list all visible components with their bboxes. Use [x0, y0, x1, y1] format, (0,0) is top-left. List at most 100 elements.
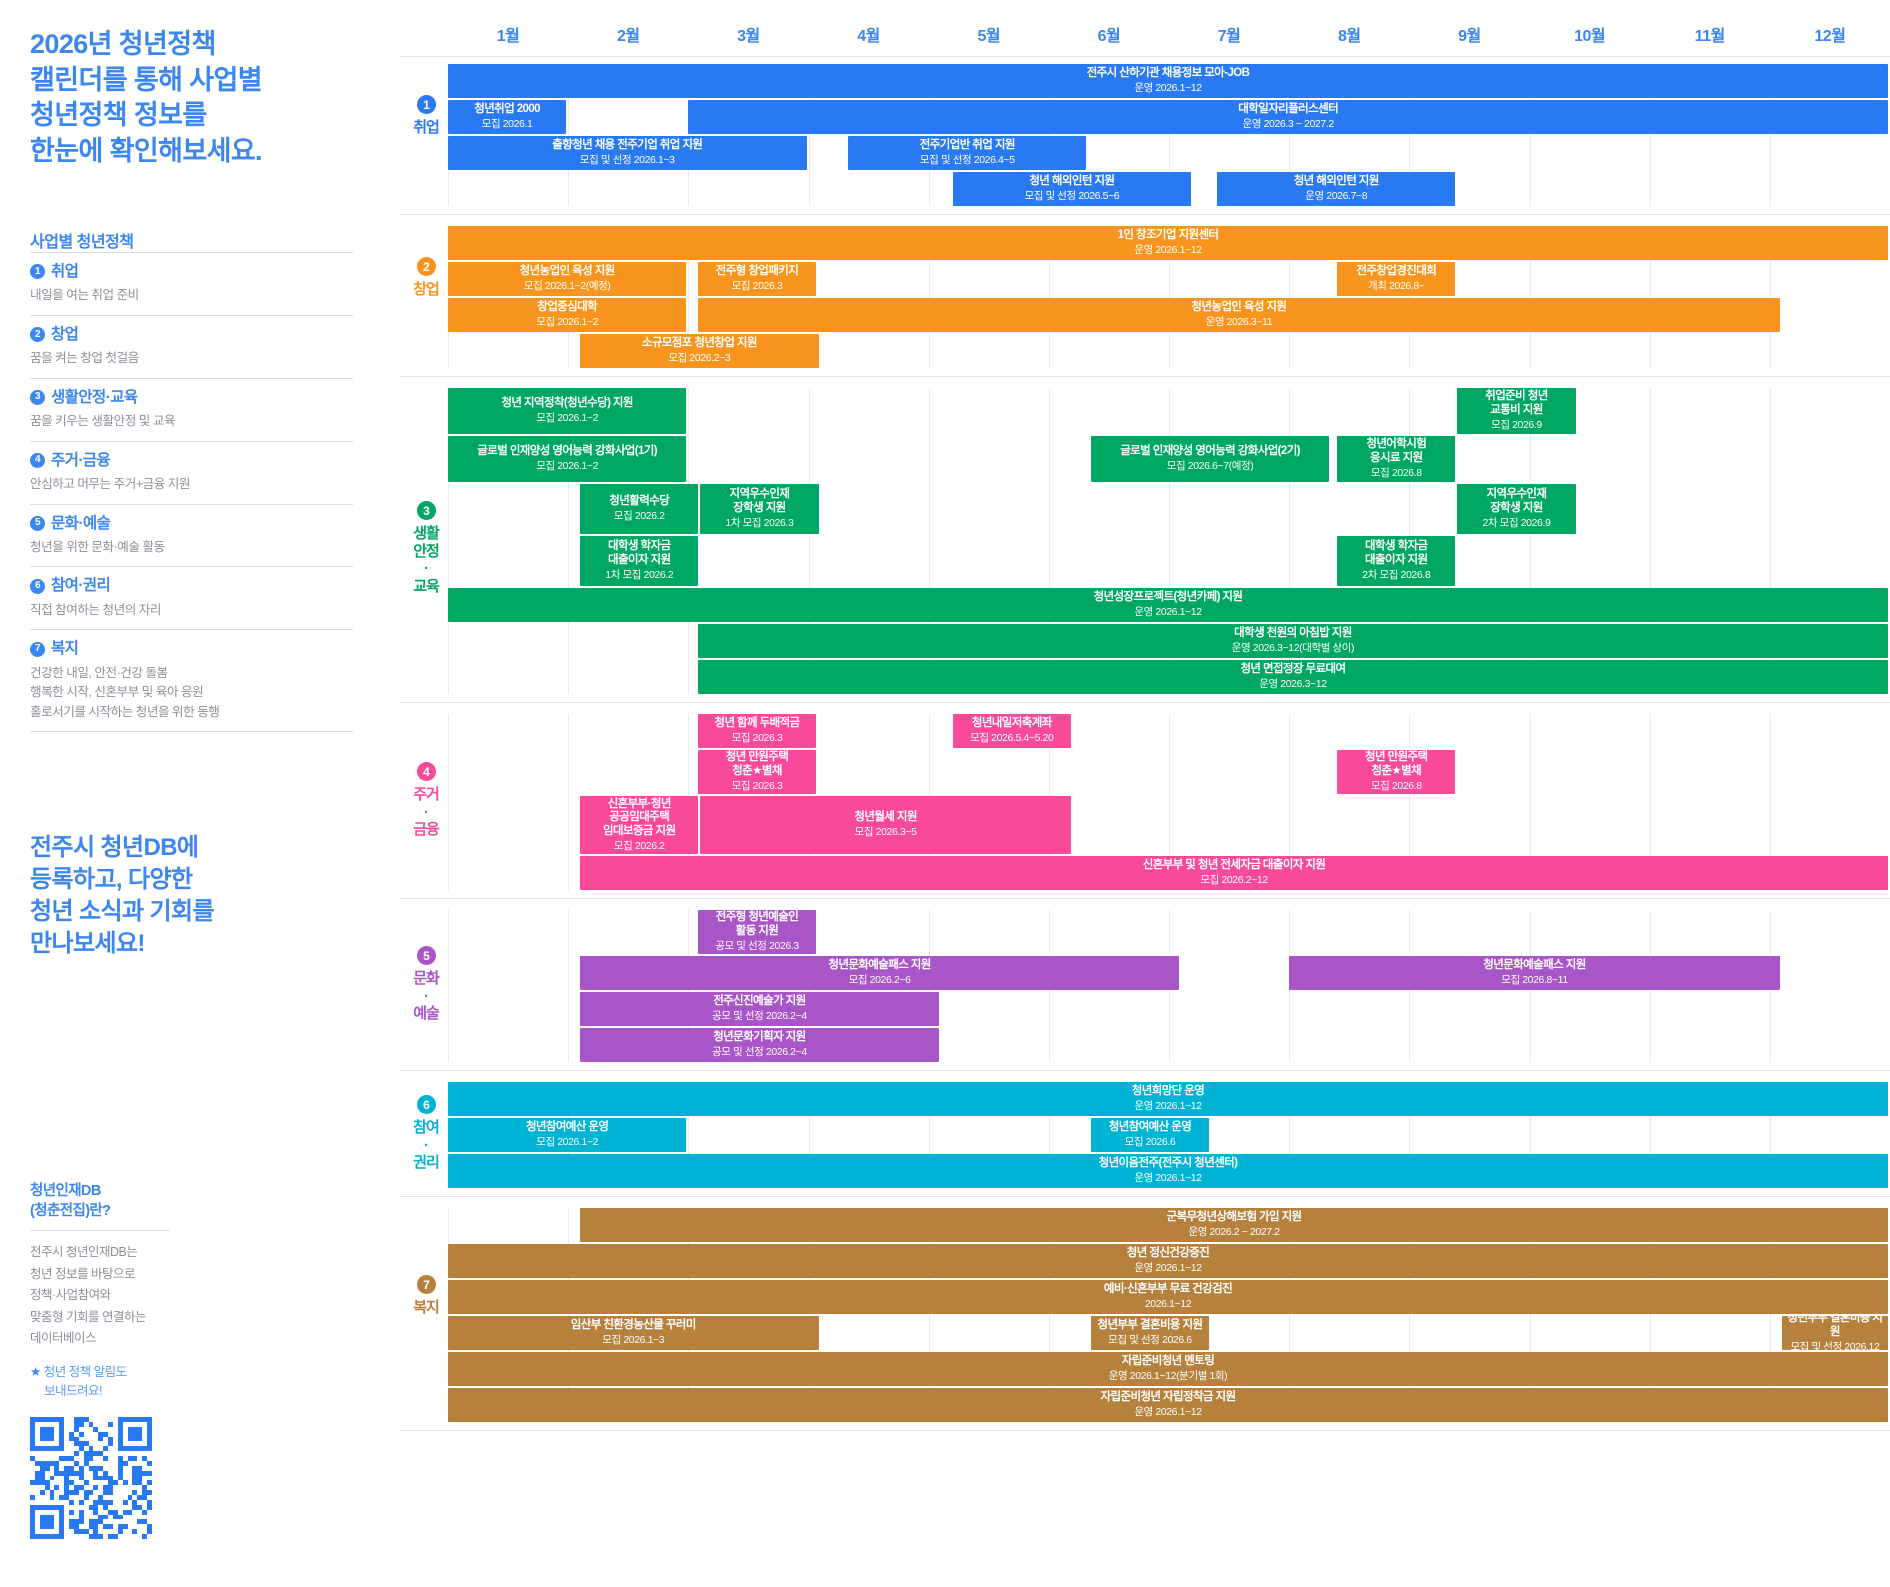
gantt-bar[interactable]: 취업준비 청년 교통비 지원 모집 2026.9	[1457, 388, 1576, 434]
gantt-bar[interactable]: 청년성장프로젝트(청년카페) 지원 운영 2026.1~12	[448, 588, 1888, 622]
gantt-bar[interactable]: 글로벌 인재양성 영어능력 강화사업(1기) 모집 2026.1~2	[448, 436, 687, 482]
qr-cell	[44, 1504, 50, 1510]
qr-cell	[69, 1480, 74, 1486]
gantt-bar-title: 청년희망단 운영	[1131, 1085, 1205, 1098]
qr-cell	[93, 1470, 99, 1476]
gantt-bar[interactable]: 청년어학시험 응시료 지원 모집 2026.8	[1337, 436, 1456, 482]
gantt-bar[interactable]: 청년 해외인턴 지원 운영 2026.7~8	[1217, 172, 1456, 206]
gantt-bar[interactable]: 전주시 산하기관 채용정보 모아-JOB 운영 2026.1~12	[448, 64, 1888, 98]
gantt-bar[interactable]: 전주창업경진대회 개최 2026.8~	[1337, 262, 1456, 296]
qr-cell	[108, 1436, 113, 1442]
gantt-bar[interactable]: 청년희망단 운영 운영 2026.1~12	[448, 1082, 1888, 1116]
gantt-bar[interactable]: 청년이음전주(전주시 청년센터) 운영 2026.1~12	[448, 1154, 1888, 1188]
gantt-bar-title: 청년문화예술패스 지원	[828, 959, 931, 972]
gantt-bar[interactable]: 청년농업인 육성 지원 모집 2026.1~2(예정)	[448, 262, 687, 296]
gantt-bar[interactable]: 전주형 청년예술인 활동 지원 공모 및 선정 2026.3	[697, 910, 817, 954]
qr-cell	[64, 1495, 70, 1500]
gantt-bar[interactable]: 예비·신혼부부 무료 건강검진 2026.1~12	[448, 1280, 1888, 1314]
qr-cell	[147, 1431, 152, 1437]
gantt-bar-title: 자립준비청년 자립정착금 지원	[1100, 1391, 1237, 1404]
gantt-bar[interactable]: 청년부부 결혼비용 지원 모집 및 선정 2026.12	[1781, 1316, 1888, 1350]
gantt-bar[interactable]: 신혼부부·청년 공공임대주택 임대보증금 지원 모집 2026.2	[580, 796, 699, 854]
gantt-bar[interactable]: 청년부부 결혼비용 지원 모집 및 선정 2026.6	[1090, 1316, 1210, 1350]
gantt-bar[interactable]: 청년내일저축계좌 모집 2026.5.4~5.20	[952, 714, 1071, 748]
qr-cell	[44, 1417, 50, 1422]
gantt-bar[interactable]: 지역우수인재 장학생 지원 2차 모집 2026.9	[1457, 484, 1576, 534]
gantt-bar[interactable]: 청년 만원주택 청춘★별채 모집 2026.8	[1337, 750, 1456, 794]
gantt-bar[interactable]: 지역우수인재 장학생 지원 1차 모집 2026.3	[700, 484, 819, 534]
gantt-bar-title: 청년농업인 육성 지원	[519, 265, 616, 278]
gantt-bar[interactable]: 청년문화예술패스 지원 모집 2026.8~11	[1289, 956, 1780, 990]
qr-cell	[103, 1431, 109, 1437]
gantt-bar[interactable]: 청년활력수당 모집 2026.2	[580, 484, 699, 534]
gantt-bar[interactable]: 전주형 창업패키지 모집 2026.3	[697, 262, 817, 296]
gantt-bar[interactable]: 1인 창조기업 지원센터 운영 2026.1~12	[448, 226, 1888, 260]
gantt-bar[interactable]: 출향청년 채용 전주기업 취업 지원 모집 및 선정 2026.1~3	[448, 136, 807, 170]
qr-cell	[122, 1499, 128, 1505]
youth-db-info-box: 청년인재DB (청춘전집)란? 전주시 청년인재DB는 청년 정보를 바탕으로 …	[30, 1182, 260, 1401]
gantt-bar-period: 모집 및 선정 2026.4~5	[919, 154, 1015, 167]
qr-cell	[98, 1465, 104, 1471]
gantt-bar-period: 모집 2026.2~6	[848, 974, 911, 987]
gantt-bar[interactable]: 청년 만원주택 청춘★별채 모집 2026.3	[697, 750, 817, 794]
gantt-bar[interactable]: 자립준비청년 자립정착금 지원 운영 2026.1~12	[448, 1388, 1888, 1422]
gantt-bar[interactable]: 청년문화기획자 지원 공모 및 선정 2026.2~4	[580, 1028, 939, 1062]
qr-cell	[30, 1436, 35, 1442]
gantt-bar[interactable]: 청년 정신건강증진 운영 2026.1~12	[448, 1244, 1888, 1278]
qr-cell	[98, 1514, 104, 1520]
qr-cell	[88, 1456, 94, 1461]
qr-cell	[137, 1495, 143, 1500]
qr-code[interactable]	[30, 1417, 152, 1539]
gantt-bar[interactable]: 대학일자리플러스센터 운영 2026.3 ~ 2027.2	[688, 100, 1888, 134]
section-divider	[400, 702, 1890, 703]
legend-item-7[interactable]: 7 복지 건강한 내일, 안전·건강 돌봄 행복한 시작, 신혼부부 및 육아 응원…	[30, 629, 353, 731]
gantt-bar[interactable]: 대학생 학자금 대출이자 지원 2차 모집 2026.8	[1337, 536, 1456, 586]
youth-db-description: 전주시 청년인재DB는 청년 정보를 바탕으로 정책·사업참여와 맞춤형 기회를…	[30, 1245, 146, 1346]
legend-item-3[interactable]: 3 생활안정·교육 꿈을 키우는 생활안정 및 교육	[30, 377, 353, 441]
gantt-bar-period: 모집 2026.3	[731, 280, 783, 293]
gantt-bar[interactable]: 소규모점포 청년창업 지원 모집 2026.2~3	[580, 334, 819, 368]
gantt-bar[interactable]: 대학생 학자금 대출이자 지원 1차 모집 2026.2	[580, 536, 699, 586]
gantt-bar[interactable]: 임산부 친환경농산물 꾸러미 모집 2026.1~3	[448, 1316, 819, 1350]
gantt-bar[interactable]: 전주신진예술가 지원 공모 및 선정 2026.2~4	[580, 992, 939, 1026]
qr-cell	[44, 1426, 50, 1432]
gantt-bar[interactable]: 청년 해외인턴 지원 모집 및 선정 2026.5~6	[952, 172, 1192, 206]
gantt-bar[interactable]: 청년참여예산 운영 모집 2026.1~2	[448, 1118, 687, 1152]
qr-cell	[59, 1514, 65, 1520]
legend-item-1[interactable]: 1 취업 내일을 여는 취업 준비	[30, 252, 353, 315]
month-gridline	[1649, 1082, 1651, 1188]
gantt-bar[interactable]: 청년 지역정착(청년수당) 지원 모집 2026.1~2	[448, 388, 687, 434]
gantt-bar[interactable]: 군복무청년상해보험 가입 지원 운영 2026.2 ~ 2027.2	[580, 1208, 1888, 1242]
gantt-bar[interactable]: 자립준비청년 멘토링 운영 2026.1~12(분기별 1회)	[448, 1352, 1888, 1386]
gantt-bar[interactable]: 청년 면접정장 무료대여 운영 2026.3~12	[697, 660, 1888, 694]
qr-cell	[34, 1417, 40, 1422]
gantt-bar[interactable]: 대학생 천원의 아침밥 지원 운영 2026.3~12(대학별 상이)	[697, 624, 1888, 658]
qr-cell	[69, 1490, 74, 1496]
qr-cell	[103, 1475, 109, 1481]
gantt-bar[interactable]: 신혼부부 및 청년 전세자금 대출이자 지원 모집 2026.2~12	[580, 856, 1888, 890]
gantt-bar[interactable]: 글로벌 인재양성 영어능력 강화사업(2기) 모집 2026.6~7(예정)	[1090, 436, 1330, 482]
legend-item-5[interactable]: 5 문화·예술 청년을 위한 문화·예술 활동	[30, 503, 353, 567]
gantt-bar-title: 청년이음전주(전주시 청년센터)	[1098, 1157, 1238, 1170]
gantt-bar[interactable]: 청년농업인 육성 지원 운영 2026.3~11	[697, 298, 1780, 332]
qr-cell	[147, 1480, 152, 1486]
gantt-bar[interactable]: 전주기업반 취업 지원 모집 및 선정 2026.4~5	[848, 136, 1087, 170]
legend-item-4[interactable]: 4 주거·금융 안심하고 머무는 주거+금융 지원	[30, 440, 353, 504]
qr-cell	[132, 1499, 138, 1505]
gantt-bar[interactable]: 청년 함께 두배적금 모집 2026.3	[697, 714, 817, 748]
gantt-bar[interactable]: 청년참여예산 운영 모집 2026.6	[1090, 1118, 1210, 1152]
qr-cell	[59, 1426, 65, 1432]
gantt-bar[interactable]: 창업중심대학 모집 2026.1~2	[448, 298, 687, 332]
legend-item-2[interactable]: 2 창업 꿈을 켜는 창업 첫걸음	[30, 314, 353, 378]
qr-cell	[49, 1490, 55, 1496]
gantt-bar-title: 청년취업 2000	[474, 103, 540, 116]
qr-cell	[147, 1446, 152, 1452]
legend-item-6[interactable]: 6 참여·권리 직접 참여하는 청년의 자리	[30, 566, 353, 629]
month-gridline	[1649, 1208, 1651, 1422]
gantt-bar[interactable]: 청년월세 지원 모집 2026.3~5	[700, 796, 1071, 854]
qr-cell	[142, 1490, 148, 1496]
gantt-bar[interactable]: 청년취업 2000 모집 2026.1	[448, 100, 567, 134]
qr-cell	[142, 1446, 148, 1452]
qr-cell	[78, 1499, 84, 1505]
